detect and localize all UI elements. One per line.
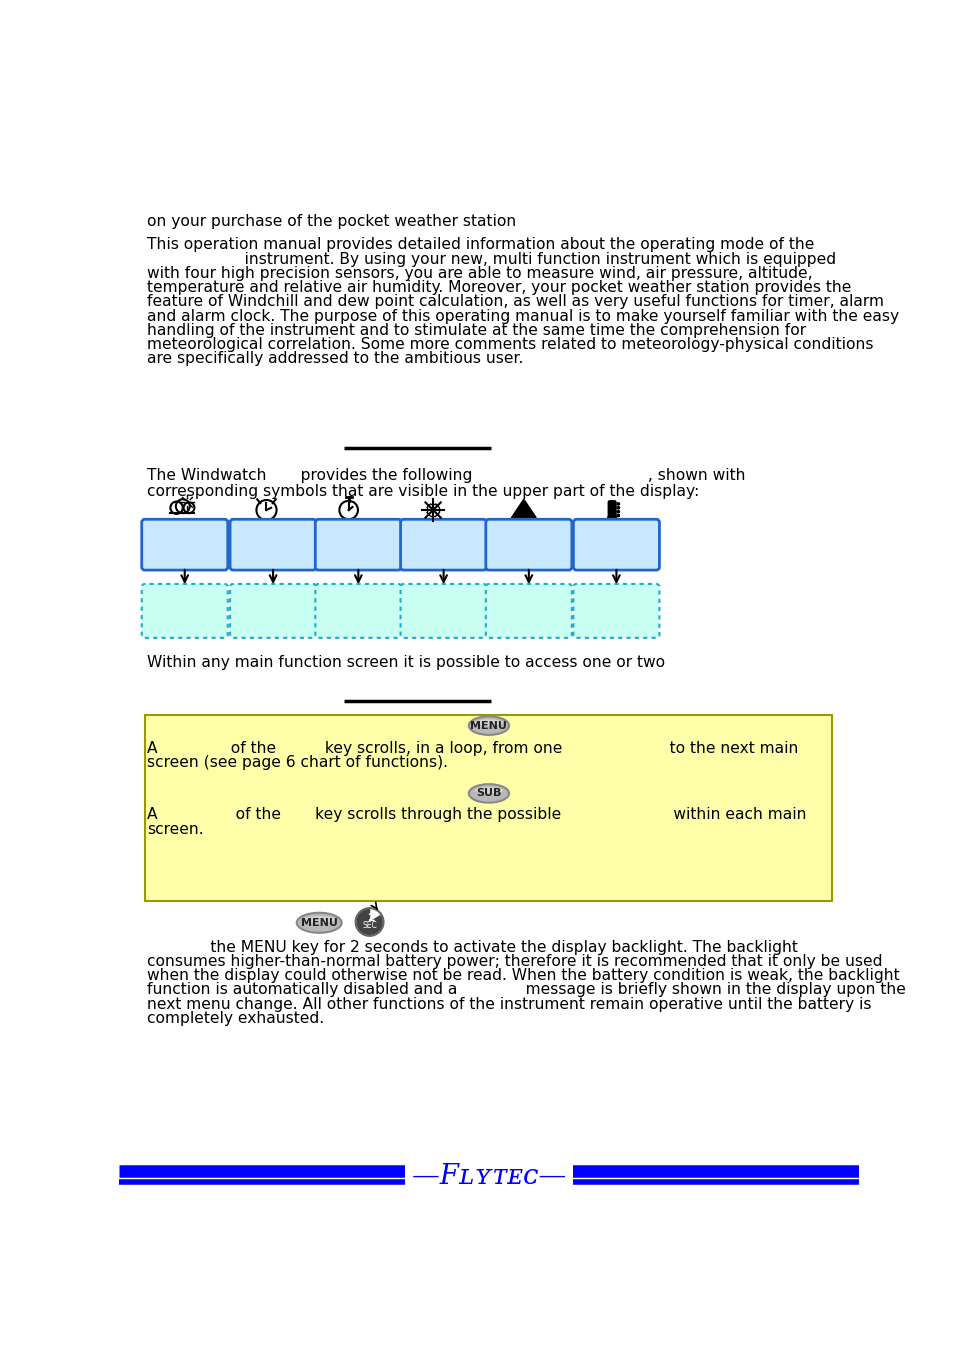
Text: feature of Windchill and dew point calculation, as well as very useful functions: feature of Windchill and dew point calcu… bbox=[147, 294, 883, 309]
FancyBboxPatch shape bbox=[400, 585, 486, 637]
Text: The Windwatch       provides the following                                    , : The Windwatch provides the following , bbox=[147, 468, 745, 483]
Text: are specifically addressed to the ambitious user.: are specifically addressed to the ambiti… bbox=[147, 351, 523, 366]
FancyBboxPatch shape bbox=[400, 520, 486, 570]
Text: A               of the          key scrolls, in a loop, from one                : A of the key scrolls, in a loop, from on… bbox=[147, 741, 798, 756]
Text: the MENU key for 2 seconds to activate the display backlight. The backlight: the MENU key for 2 seconds to activate t… bbox=[147, 940, 798, 954]
Text: and alarm clock. The purpose of this operating manual is to make yourself famili: and alarm clock. The purpose of this ope… bbox=[147, 309, 899, 324]
Ellipse shape bbox=[468, 784, 509, 803]
FancyBboxPatch shape bbox=[145, 716, 831, 902]
FancyBboxPatch shape bbox=[315, 585, 401, 637]
Text: instrument. By using your new, multi function instrument which is equipped: instrument. By using your new, multi fun… bbox=[147, 251, 836, 267]
Text: SUB: SUB bbox=[476, 788, 501, 798]
Text: function is automatically disabled and a              message is briefly shown i: function is automatically disabled and a… bbox=[147, 983, 905, 998]
Ellipse shape bbox=[468, 717, 509, 734]
FancyBboxPatch shape bbox=[608, 501, 616, 520]
Text: handling of the instrument and to stimulate at the same time the comprehension f: handling of the instrument and to stimul… bbox=[147, 323, 805, 338]
Circle shape bbox=[617, 502, 618, 505]
Text: 2: 2 bbox=[367, 913, 375, 923]
FancyBboxPatch shape bbox=[230, 585, 315, 637]
Ellipse shape bbox=[475, 787, 502, 794]
Text: completely exhausted.: completely exhausted. bbox=[147, 1011, 324, 1026]
Text: with four high precision sensors, you are able to measure wind, air pressure, al: with four high precision sensors, you ar… bbox=[147, 266, 812, 281]
Text: next menu change. All other functions of the instrument remain operative until t: next menu change. All other functions of… bbox=[147, 996, 871, 1011]
Text: temperature and relative air humidity. Moreover, your pocket weather station pro: temperature and relative air humidity. M… bbox=[147, 281, 851, 296]
Text: A                of the       key scrolls through the possible                  : A of the key scrolls through the possibl… bbox=[147, 807, 806, 822]
Text: screen.: screen. bbox=[147, 822, 204, 837]
Text: MENU: MENU bbox=[470, 721, 507, 730]
Circle shape bbox=[607, 514, 617, 524]
Text: —​Fʟʏᴛᴇᴄ—: —​Fʟʏᴛᴇᴄ— bbox=[412, 1162, 565, 1189]
Text: when the display could otherwise not be read. When the battery condition is weak: when the display could otherwise not be … bbox=[147, 968, 899, 983]
Ellipse shape bbox=[475, 720, 502, 726]
Text: screen (see page 6 chart of functions).: screen (see page 6 chart of functions). bbox=[147, 755, 448, 771]
Text: consumes higher-than-normal battery power; therefore it is recommended that it o: consumes higher-than-normal battery powe… bbox=[147, 954, 882, 969]
Text: This operation manual provides detailed information about the operating mode of : This operation manual provides detailed … bbox=[147, 238, 814, 252]
Polygon shape bbox=[356, 910, 381, 934]
FancyBboxPatch shape bbox=[142, 585, 228, 637]
Text: meteorological correlation. Some more comments related to meteorology-physical c: meteorological correlation. Some more co… bbox=[147, 338, 873, 352]
Text: Within any main function screen it is possible to access one or two: Within any main function screen it is po… bbox=[147, 655, 664, 670]
Ellipse shape bbox=[303, 917, 335, 923]
Circle shape bbox=[617, 506, 618, 509]
Circle shape bbox=[617, 514, 618, 517]
FancyBboxPatch shape bbox=[142, 520, 228, 570]
Circle shape bbox=[617, 510, 618, 513]
Text: corresponding symbols that are visible in the upper part of the display:: corresponding symbols that are visible i… bbox=[147, 483, 699, 499]
FancyBboxPatch shape bbox=[573, 585, 659, 637]
Text: SEC: SEC bbox=[362, 921, 376, 930]
FancyBboxPatch shape bbox=[485, 585, 571, 637]
Text: MENU: MENU bbox=[300, 918, 337, 927]
Circle shape bbox=[355, 909, 383, 936]
Text: on your purchase of the pocket weather station: on your purchase of the pocket weather s… bbox=[147, 215, 516, 230]
FancyBboxPatch shape bbox=[230, 520, 315, 570]
FancyBboxPatch shape bbox=[315, 520, 401, 570]
Ellipse shape bbox=[296, 913, 341, 933]
FancyBboxPatch shape bbox=[573, 520, 659, 570]
FancyBboxPatch shape bbox=[485, 520, 571, 570]
Polygon shape bbox=[511, 500, 536, 518]
